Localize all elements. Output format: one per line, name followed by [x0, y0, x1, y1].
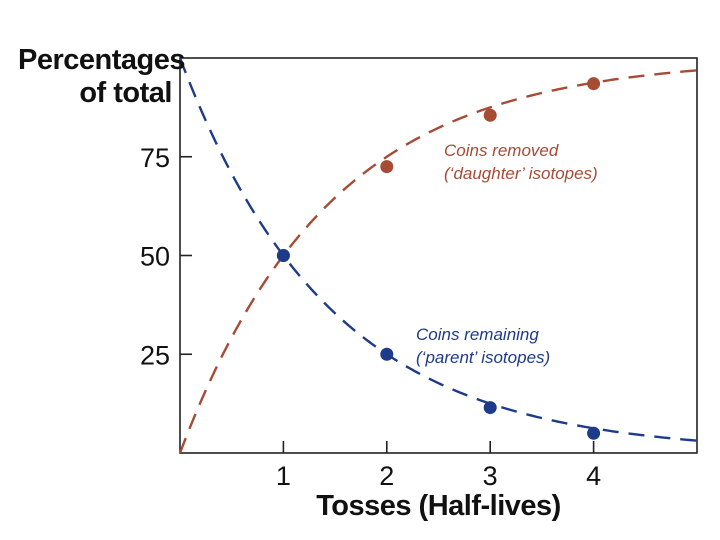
series-label-coins-remaining-line-2: (‘parent’ isotopes)	[416, 348, 551, 367]
y-tick-label: 50	[140, 242, 170, 272]
data-point-coins-remaining	[587, 426, 601, 440]
x-tick-label: 2	[379, 461, 394, 491]
data-point-coins-remaining	[276, 249, 290, 262]
series-label-coins-removed-line-2: (‘daughter’ isotopes)	[444, 164, 598, 183]
y-tick-label: 75	[140, 143, 170, 173]
series-label-coins-remaining: Coins remaining (‘parent’ isotopes)	[416, 323, 550, 369]
data-point-coins-remaining	[483, 401, 497, 415]
data-point-coins-remaining	[380, 347, 394, 361]
y-axis-label: Percentages of total	[18, 44, 186, 110]
series-label-coins-removed-line-1: Coins removed	[444, 141, 559, 160]
y-axis-label-line-1: Percentages	[18, 44, 186, 76]
series-line-coins-removed	[178, 69, 698, 454]
x-tick-label: 1	[276, 461, 291, 491]
data-point-coins-removed	[483, 108, 497, 122]
x-axis-label: Tosses (Half-lives)	[316, 490, 561, 522]
y-axis-label-line-2: of total	[79, 77, 172, 109]
x-tick-label: 4	[586, 461, 601, 491]
series-label-coins-remaining-line-1: Coins remaining	[416, 325, 539, 344]
data-point-coins-removed	[587, 77, 601, 91]
series-line-coins-remaining	[178, 57, 698, 442]
x-tick-label: 3	[483, 461, 498, 491]
y-tick-label: 25	[140, 340, 170, 370]
plot-frame	[179, 57, 698, 454]
series-label-coins-removed: Coins removed (‘daughter’ isotopes)	[444, 139, 598, 185]
data-point-coins-removed	[380, 160, 394, 174]
